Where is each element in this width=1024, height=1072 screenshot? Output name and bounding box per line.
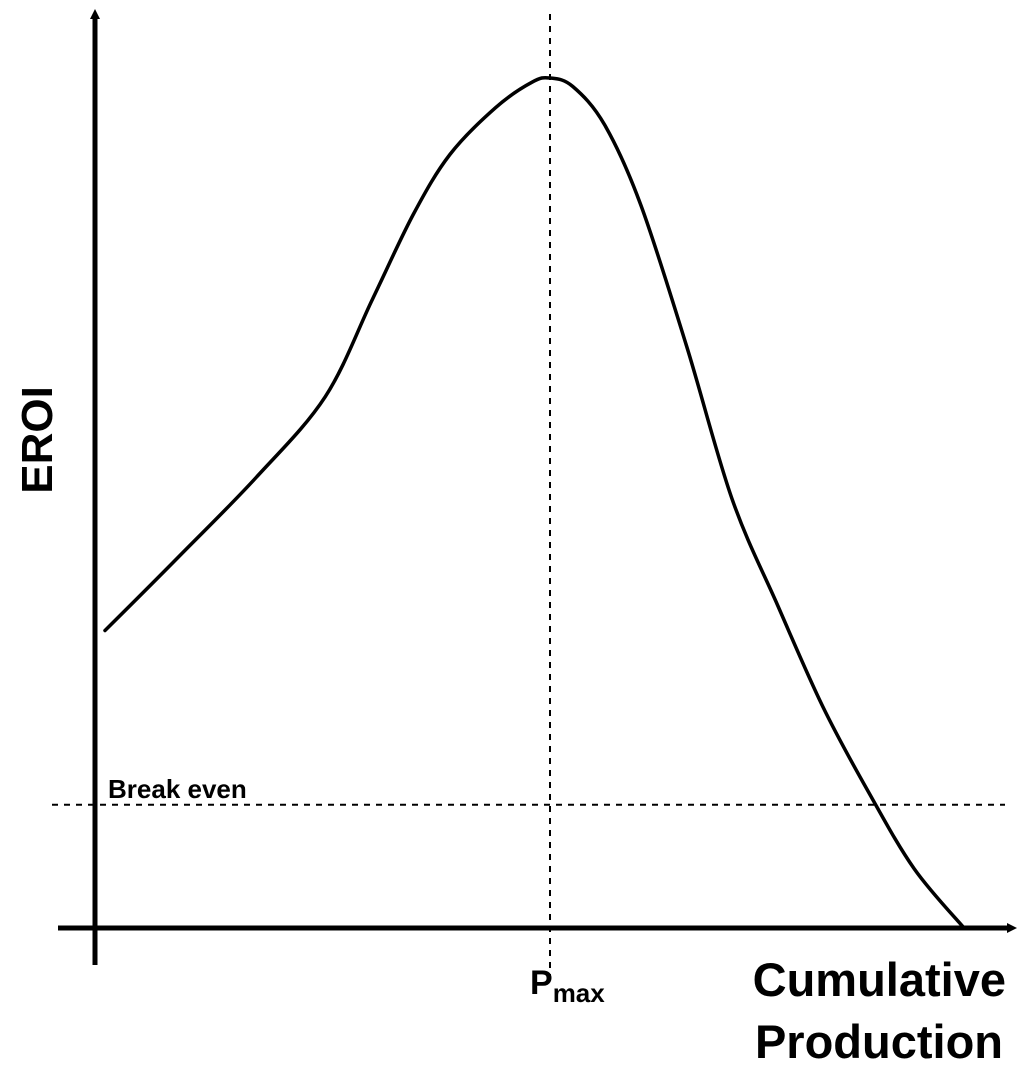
x-axis-title-line1: Cumulative [753, 953, 1006, 1006]
reference-lines [52, 14, 1005, 975]
eroi-curve-layer [103, 75, 966, 930]
x-axis-title-line2: Production [755, 1015, 1003, 1068]
x-tick-pmax-sub: max [553, 978, 606, 1008]
eroi-curve [103, 75, 966, 930]
break-even-label: Break even [108, 774, 247, 804]
y-axis-title: EROI [13, 386, 62, 494]
x-tick-pmax: Pmax [530, 964, 605, 1008]
x-tick-pmax-base: P [530, 964, 553, 1002]
axes [58, 9, 1017, 965]
